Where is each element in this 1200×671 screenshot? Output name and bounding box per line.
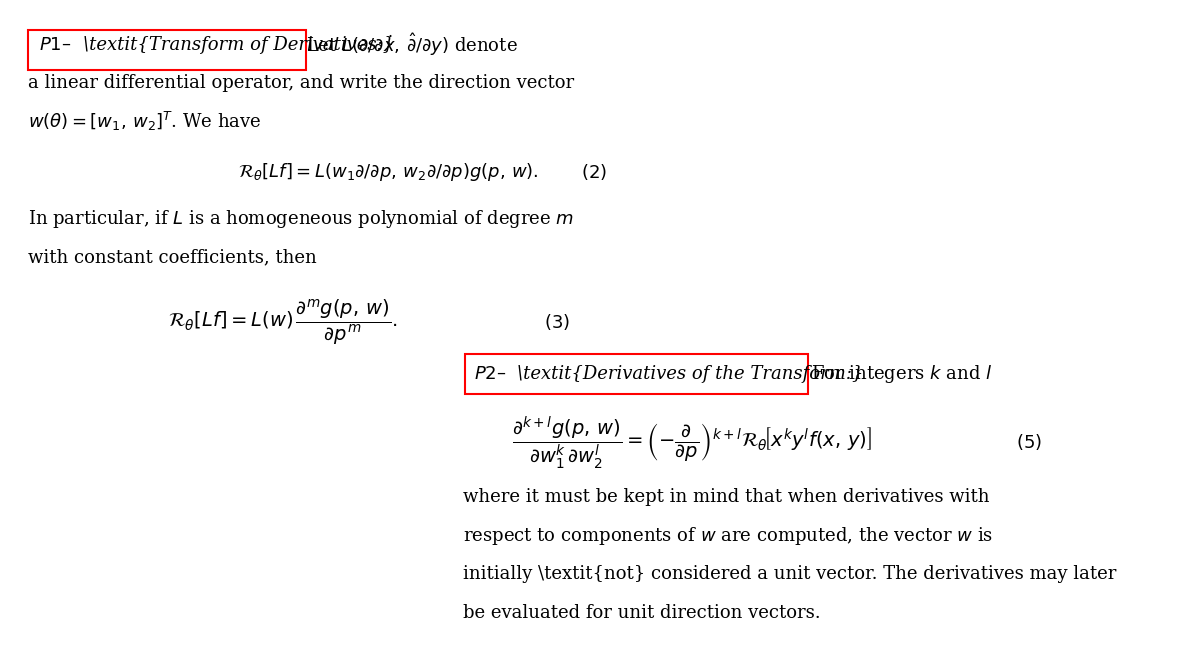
Text: with constant coefficients, then: with constant coefficients, then (29, 248, 317, 266)
Text: In particular, if $L$ is a homogeneous polynomial of degree $m$: In particular, if $L$ is a homogeneous p… (29, 207, 575, 229)
Text: For integers $k$ and $l$: For integers $k$ and $l$ (811, 362, 992, 384)
Text: \textit{Transform of Derivatives:}: \textit{Transform of Derivatives:} (83, 36, 395, 54)
Text: $(5)$: $(5)$ (1016, 432, 1042, 452)
Text: $\mathcal{R}_\theta[Lf] = L(w_1\partial/\partial p,\, w_2\partial/\partial p)g(p: $\mathcal{R}_\theta[Lf] = L(w_1\partial/… (238, 161, 539, 183)
Text: a linear differential operator, and write the direction vector: a linear differential operator, and writ… (29, 74, 575, 92)
Text: $\dfrac{\partial^{k+l} g(p,\, w)}{\partial w_1^k\, \partial w_2^l} = \left(-\dfr: $\dfrac{\partial^{k+l} g(p,\, w)}{\parti… (511, 414, 871, 471)
Text: respect to components of $w$ are computed, the vector $w$ is: respect to components of $w$ are compute… (463, 525, 994, 547)
Text: $\it{P1}$–: $\it{P1}$– (38, 36, 72, 54)
Text: $\it{P2}$–: $\it{P2}$– (474, 364, 506, 382)
Text: where it must be kept in mind that when derivatives with: where it must be kept in mind that when … (463, 488, 990, 506)
Text: be evaluated for unit direction vectors.: be evaluated for unit direction vectors. (463, 604, 821, 622)
Text: Let $L(\partial/\partial \dot{x},\, \hat{\partial}/\partial y)$ denote: Let $L(\partial/\partial \dot{x},\, \hat… (306, 32, 518, 58)
Text: $(2)$: $(2)$ (581, 162, 607, 182)
Text: $(3)$: $(3)$ (544, 312, 570, 332)
Text: \textit{Derivatives of the Transform:}: \textit{Derivatives of the Transform:} (517, 364, 863, 382)
Text: $w(\theta) = [w_1,\, w_2]^T$. We have: $w(\theta) = [w_1,\, w_2]^T$. We have (29, 110, 262, 134)
Text: initially \textit{not} considered a unit vector. The derivatives may later: initially \textit{not} considered a unit… (463, 565, 1116, 583)
Text: $\mathcal{R}_\theta[Lf] = L(w)\,\dfrac{\partial^m g(p,\, w)}{\partial p^m}.$: $\mathcal{R}_\theta[Lf] = L(w)\,\dfrac{\… (168, 297, 397, 347)
